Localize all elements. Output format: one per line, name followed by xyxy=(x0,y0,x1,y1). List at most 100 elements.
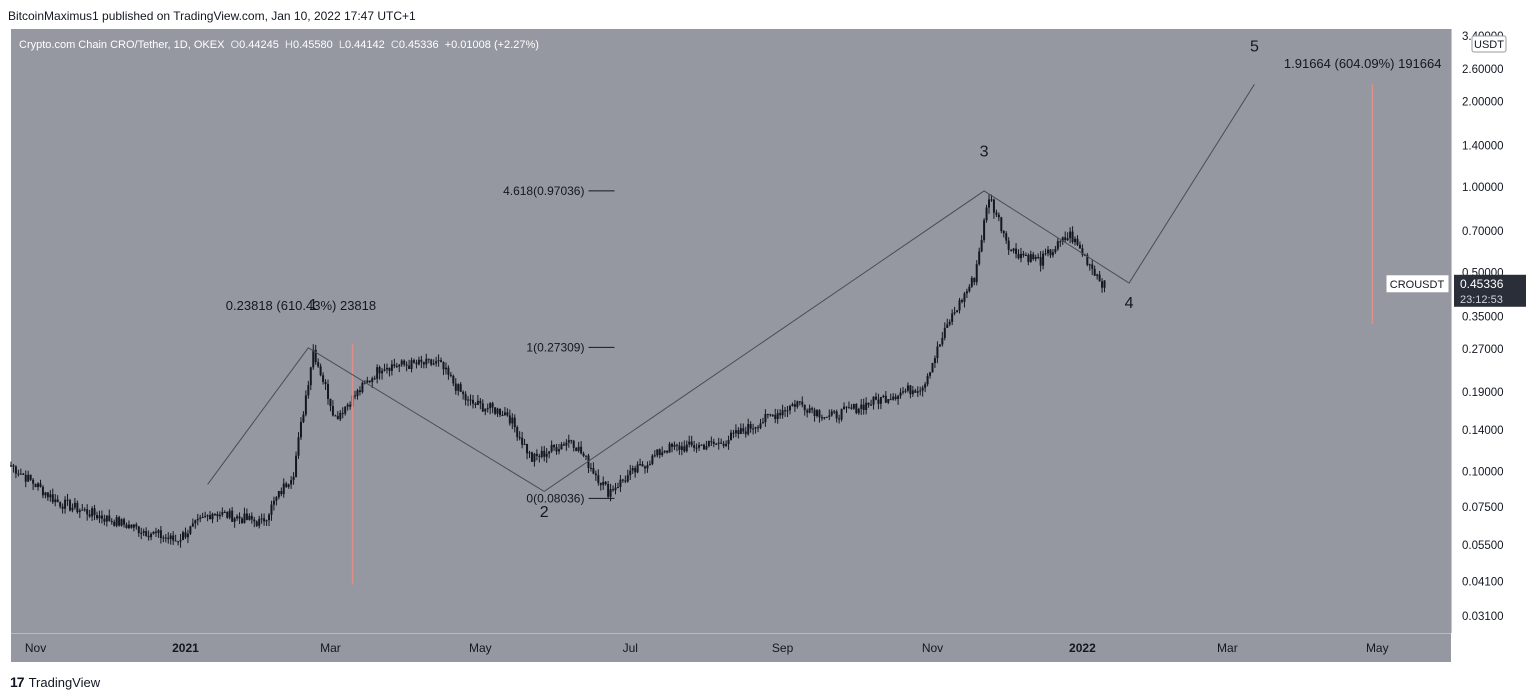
candle-body xyxy=(1022,253,1025,256)
candle-body xyxy=(154,531,157,533)
candle-body xyxy=(732,432,735,434)
candle-body xyxy=(786,410,789,412)
candle-body xyxy=(779,413,782,416)
candle-body xyxy=(164,537,167,539)
wave-label-1: 1 xyxy=(309,297,318,314)
candle-body xyxy=(76,502,79,513)
candle-body xyxy=(32,479,35,484)
candle-body xyxy=(643,466,646,469)
candle-body xyxy=(528,452,531,454)
candle-body xyxy=(172,535,175,541)
candle-body xyxy=(317,362,320,367)
candle-body xyxy=(110,521,113,523)
candle-body xyxy=(953,312,956,314)
candle-body xyxy=(248,515,251,520)
price-tick: 0.03100 xyxy=(1462,611,1504,623)
candle-body xyxy=(798,401,801,403)
candle-body xyxy=(1044,253,1047,255)
candle-body xyxy=(410,360,413,369)
candle-body xyxy=(1002,231,1005,234)
candle-body xyxy=(260,518,263,520)
candle-body xyxy=(1046,249,1049,254)
candle-body xyxy=(646,465,649,469)
symbol-legend[interactable]: Crypto.com Chain CRO/Tether, 1D, OKEX O0… xyxy=(19,39,539,51)
price-tick: 1.00000 xyxy=(1462,182,1504,194)
candle-body xyxy=(818,410,821,418)
candle-body xyxy=(68,500,71,511)
candle-body xyxy=(766,413,769,415)
candle-body xyxy=(420,359,423,363)
candle-body xyxy=(22,473,25,475)
candle-body xyxy=(929,372,932,376)
candle-body xyxy=(358,390,361,393)
candle-body xyxy=(801,401,804,405)
candle-body xyxy=(213,513,216,515)
candle-body xyxy=(921,387,924,391)
price-tag xyxy=(1454,274,1526,307)
chart-plot-area[interactable] xyxy=(11,29,1451,633)
candle-body xyxy=(936,346,939,359)
candle-body xyxy=(715,443,718,445)
candle-body xyxy=(37,483,40,488)
candle-body xyxy=(103,518,106,522)
candle-body xyxy=(41,486,44,496)
candle-body xyxy=(408,365,411,369)
price-axis[interactable] xyxy=(1451,29,1530,633)
candle-body xyxy=(54,499,57,503)
candle-body xyxy=(277,491,280,498)
candles-layer xyxy=(10,194,1106,548)
candle-body xyxy=(250,515,253,520)
candle-body xyxy=(435,361,438,364)
candle-body xyxy=(378,367,381,374)
candle-body xyxy=(776,413,779,420)
candle-body xyxy=(931,362,934,373)
candle-body xyxy=(73,502,76,508)
candle-body xyxy=(356,390,359,397)
candle-body xyxy=(474,403,477,405)
tradingview-footer[interactable]: 17 TradingView xyxy=(10,674,100,690)
candle-body xyxy=(385,367,388,370)
candle-body xyxy=(567,440,570,443)
candle-body xyxy=(589,467,592,469)
candle-body xyxy=(865,402,868,410)
time-tick: May xyxy=(469,641,492,655)
candle-body xyxy=(651,455,654,465)
overlay-layer: 4.618(0.97036) 1(0.27309) 0(0.08036) 1 2 3 4 5 0… xyxy=(207,39,1442,585)
candle-body xyxy=(150,533,153,538)
candle-body xyxy=(209,515,212,520)
time-tick: 2022 xyxy=(1069,641,1096,655)
candle-body xyxy=(135,524,138,527)
candle-body xyxy=(413,360,416,363)
candle-body xyxy=(816,410,819,416)
time-axis[interactable] xyxy=(11,633,1451,662)
candle-body xyxy=(270,504,273,515)
candle-body xyxy=(938,344,941,347)
candle-body xyxy=(199,517,202,519)
candle-body xyxy=(1061,237,1064,242)
candle-body xyxy=(634,468,637,473)
candle-body xyxy=(341,412,344,414)
candle-body xyxy=(334,415,337,417)
candle-body xyxy=(852,404,855,409)
candle-body xyxy=(49,494,52,498)
candle-body xyxy=(857,408,860,414)
candle-body xyxy=(167,537,170,540)
candle-body xyxy=(1086,255,1089,265)
candle-body xyxy=(744,431,747,435)
candle-body xyxy=(575,447,578,451)
candle-body xyxy=(427,358,430,360)
candle-body xyxy=(179,539,182,542)
candle-body xyxy=(1103,280,1106,288)
candle-body xyxy=(752,428,755,430)
candle-body xyxy=(624,480,627,482)
candle-body xyxy=(612,489,615,491)
candle-body xyxy=(307,385,310,396)
candle-body xyxy=(368,380,371,383)
measure-label-2: 1.91664 (604.09%) 191664 xyxy=(1284,56,1442,71)
candle-body xyxy=(137,526,140,534)
candle-body xyxy=(457,384,460,391)
candle-body xyxy=(366,380,369,383)
candle-body xyxy=(823,417,826,419)
candle-body xyxy=(437,360,440,362)
